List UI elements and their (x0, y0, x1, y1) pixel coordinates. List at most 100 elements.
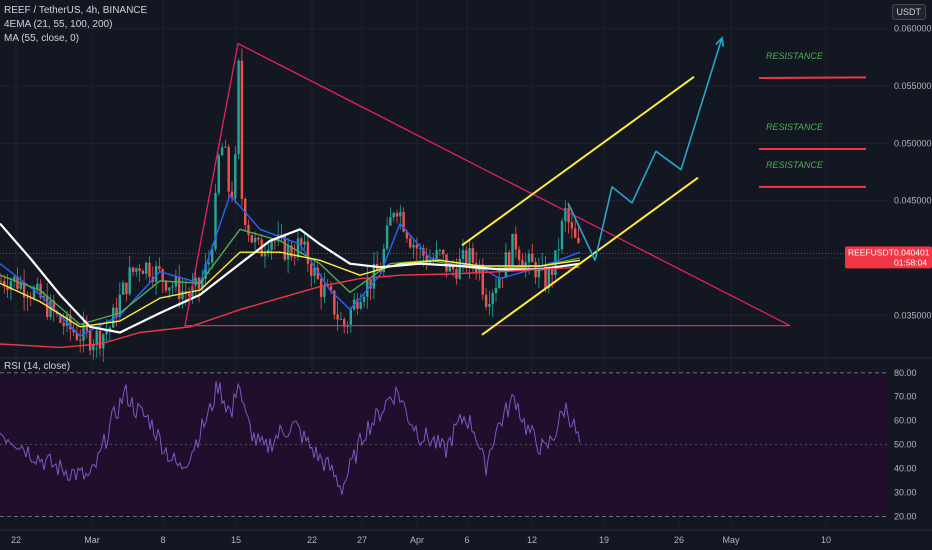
candle-body (3, 280, 6, 287)
candle-body (154, 266, 158, 282)
currency-button[interactable]: USDT (891, 4, 926, 20)
x-tick-label: May (722, 535, 740, 545)
candle-body (227, 146, 230, 192)
candle-body (158, 266, 161, 270)
candle-body (300, 238, 303, 245)
candle-body (458, 258, 461, 279)
candle-body (399, 212, 402, 217)
candle-body (303, 241, 306, 245)
x-tick-label: 27 (357, 535, 367, 545)
candle-body (465, 250, 468, 267)
candles (0, 48, 580, 363)
y-tick-label: 0.035000 (894, 310, 932, 320)
candle-body (247, 224, 250, 235)
candle-body (98, 330, 102, 349)
rsi-tick-label: 70.00 (894, 392, 917, 402)
candle-body (296, 238, 300, 258)
candle-body (491, 292, 494, 305)
candle-body (415, 244, 418, 249)
candle-body (577, 237, 580, 243)
candle-body (65, 315, 69, 327)
candle-body (145, 262, 148, 274)
candle-body (422, 247, 425, 256)
candle-body (537, 265, 541, 278)
candle-body (442, 249, 445, 255)
symbol-legend[interactable]: REEF / TetherUS, 4h, BINANCE (4, 5, 148, 16)
candle-body (224, 146, 227, 148)
candle-body (336, 314, 339, 320)
candle-body (214, 192, 217, 250)
candle-body (448, 265, 451, 272)
x-tick-label: 10 (821, 535, 831, 545)
candle-body (432, 258, 435, 262)
candle-body (382, 248, 385, 272)
x-tick-label: 12 (527, 535, 537, 545)
candle-body (92, 344, 95, 351)
candle-body (574, 228, 577, 238)
candle-body (310, 263, 313, 276)
candle-body (26, 297, 29, 299)
candle-body (471, 247, 475, 263)
candle-body (435, 250, 438, 259)
countdown-label: 01:58:04 (894, 257, 927, 267)
candle-body (425, 255, 428, 264)
moving-average-line (0, 222, 581, 334)
candle-body (438, 249, 442, 251)
candle-body (118, 294, 121, 317)
candle-body (82, 324, 85, 341)
ma-legend[interactable]: MA (55, close, 0) (4, 33, 80, 44)
candle-body (316, 267, 319, 279)
candle-body (461, 250, 465, 259)
candle-body (564, 207, 567, 222)
candle-body (115, 307, 118, 317)
channel-upper-line (461, 76, 695, 247)
candle-body (306, 241, 310, 264)
candle-body (412, 244, 415, 248)
x-tick-label: 22 (307, 535, 317, 545)
candle-body (121, 282, 125, 295)
candle-body (16, 276, 19, 289)
ema-legend[interactable]: 4EMA (21, 55, 100, 200) (4, 19, 113, 30)
candle-body (359, 301, 362, 309)
candle-body (385, 225, 389, 249)
channel-lower-line (481, 176, 699, 336)
candle-body (494, 287, 498, 293)
candle-body (521, 259, 524, 269)
candle-body (550, 266, 554, 276)
candle-body (531, 253, 534, 263)
candle-body (230, 191, 234, 199)
candle-body (138, 268, 141, 271)
candle-body (293, 256, 296, 258)
candle-body (405, 231, 409, 239)
y-tick-label: 0.050000 (894, 138, 932, 148)
rsi-tick-label: 50.00 (894, 440, 917, 450)
moving-average-line (0, 266, 581, 349)
candle-body (372, 263, 376, 289)
candle-body (273, 240, 277, 242)
candle-body (511, 233, 514, 267)
candle-body (402, 212, 405, 232)
candle-body (524, 262, 527, 269)
candle-body (263, 253, 267, 257)
candle-body (517, 249, 521, 260)
candle-body (168, 287, 171, 291)
candle-body (333, 290, 336, 315)
triangle-pattern (184, 42, 791, 327)
candle-body (257, 237, 260, 240)
x-tick-label: 26 (674, 535, 684, 545)
resistance-line (758, 76, 867, 79)
candle-body (105, 330, 108, 335)
candle-body (356, 299, 359, 309)
price-value-label: 0.040401 (894, 247, 930, 257)
candle-body (323, 285, 326, 297)
candle-body (392, 213, 395, 218)
candle-body (544, 265, 547, 289)
candle-body (131, 267, 135, 272)
candle-body (59, 313, 62, 323)
candle-body (362, 296, 366, 302)
price-symbol-label: REEFUSDT (848, 247, 894, 257)
rsi-legend: RSI (14, close) (4, 361, 70, 372)
candle-body (69, 315, 72, 330)
candle-body (329, 286, 333, 291)
